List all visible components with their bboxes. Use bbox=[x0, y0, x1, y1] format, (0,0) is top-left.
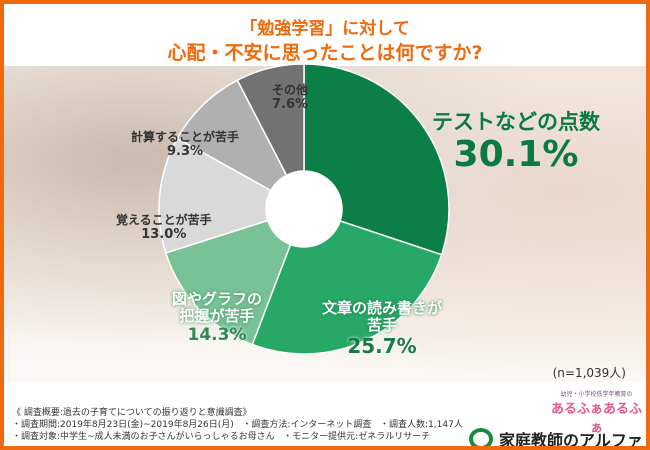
label-text: 把握が苦手 bbox=[179, 307, 255, 326]
label-text: 図やグラフの bbox=[172, 290, 263, 308]
label-text: テストなどの点数 bbox=[432, 110, 600, 134]
label-text: 文章の読み書きが bbox=[322, 299, 443, 317]
label-memorizing: 覚えることが苦手 13.0% bbox=[116, 213, 212, 243]
label-text: 計算することが苦手 bbox=[131, 130, 240, 144]
title-line2: 心配・不安に思ったことは何ですか? bbox=[167, 42, 483, 64]
donut-slice-0 bbox=[303, 63, 450, 256]
label-calculation: 計算することが苦手 9.3% bbox=[131, 130, 240, 160]
label-reading-writing: 文章の読み書きが 苦手 25.7% bbox=[322, 299, 443, 358]
label-pct: 13.0% bbox=[141, 226, 187, 242]
label-other: その他 7.6% bbox=[272, 83, 309, 113]
label-pct: 7.6% bbox=[272, 96, 309, 112]
survey-info: 《 調査概要:過去の子育てについての振り返りと意識調査》 ・調査期間:2019年… bbox=[12, 407, 463, 443]
survey-period: ・調査期間:2019年8月23日(金)~2019年8月26日(月) bbox=[12, 420, 234, 430]
label-pct: 9.3% bbox=[166, 143, 204, 159]
survey-provider: ・モニター提供元:ゼネラルリサーチ bbox=[283, 432, 431, 442]
sample-size: (n=1,039人) bbox=[552, 366, 626, 380]
label-test-scores: テストなどの点数 30.1% bbox=[432, 110, 600, 176]
label-text: 苦手 bbox=[367, 316, 398, 335]
label-graphs: 図やグラフの 把握が苦手 14.3% bbox=[172, 290, 263, 345]
label-text: 覚えることが苦手 bbox=[116, 213, 212, 227]
katei-kyoushi-alpha-logo: 家庭教師のアルファ bbox=[469, 427, 643, 450]
alpha-alpha-logo: 幼児・小学校低学年教育のあるふぁあるふぁ bbox=[549, 389, 644, 436]
survey-heading: 《 調査概要:過去の子育てについての振り返りと意識調査》 bbox=[12, 408, 252, 418]
donut-slice-1 bbox=[251, 220, 443, 355]
label-pct: 14.3% bbox=[187, 324, 247, 345]
label-pct: 30.1% bbox=[453, 134, 579, 176]
label-text: その他 bbox=[272, 83, 309, 97]
logo-mark-icon bbox=[469, 428, 493, 446]
title-line1: 「勉強学習」に対して bbox=[240, 19, 410, 39]
survey-target: ・調査対象:中学生~成人未満のお子さんがいらっしゃるお母さん bbox=[12, 432, 275, 442]
donut-chart bbox=[158, 63, 450, 355]
logo-subtext: 幼児・小学校低学年教育の bbox=[560, 391, 633, 398]
logo-text: 家庭教師のアルファ bbox=[499, 431, 643, 450]
label-pct: 25.7% bbox=[347, 333, 417, 358]
survey-method: ・調査方法:インターネット調査 bbox=[242, 420, 372, 430]
survey-count: ・調査人数:1,147人 bbox=[380, 420, 463, 430]
logo-text: あるふぁあるふぁ bbox=[550, 402, 642, 436]
donut-hole bbox=[266, 171, 342, 247]
